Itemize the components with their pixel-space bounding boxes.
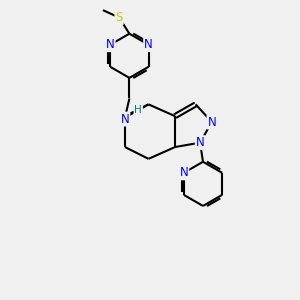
Text: H: H <box>134 105 142 115</box>
Text: N: N <box>208 116 216 128</box>
Text: N: N <box>179 166 188 179</box>
Text: N: N <box>196 136 204 149</box>
Text: N: N <box>121 112 129 126</box>
Text: S: S <box>116 11 123 24</box>
Text: N: N <box>144 38 153 51</box>
Text: N: N <box>106 38 115 51</box>
